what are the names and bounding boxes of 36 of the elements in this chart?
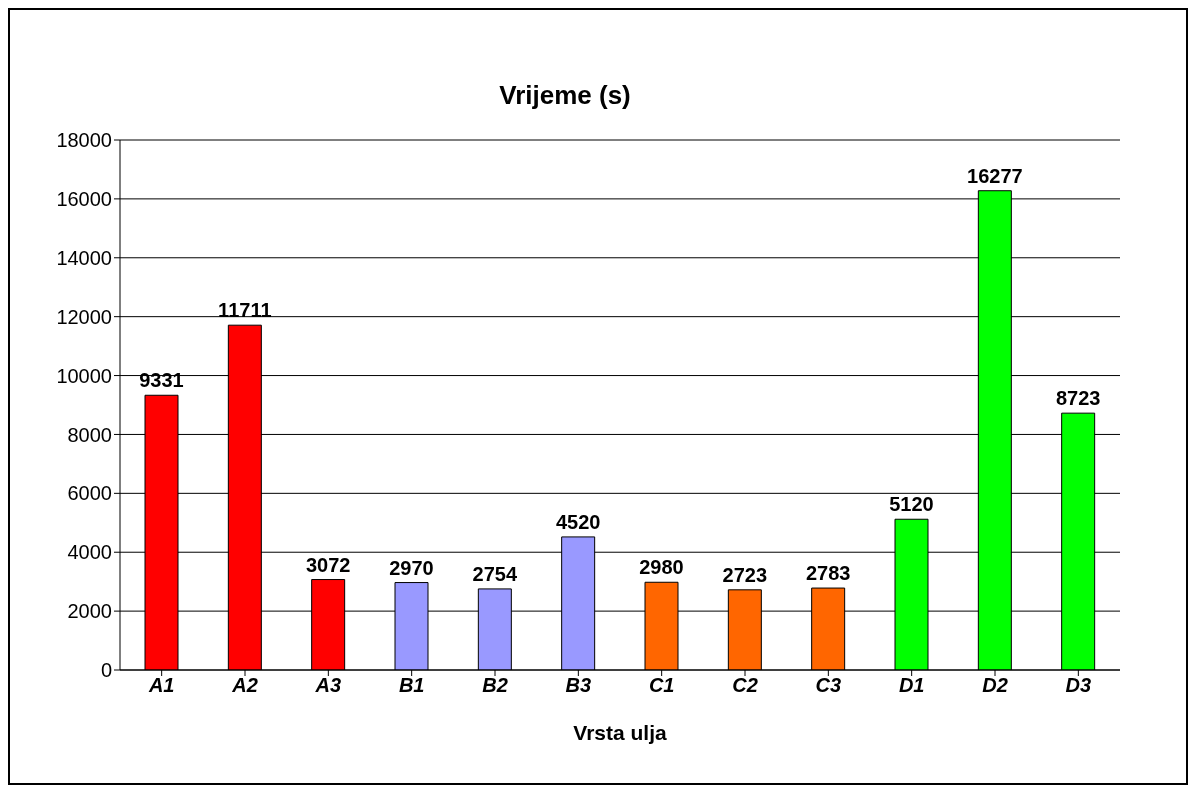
y-tick-label: 0	[100, 659, 112, 682]
data-label: 16277	[967, 164, 1023, 187]
x-axis-title: Vrsta ulja	[573, 721, 668, 744]
x-tick-label: A1	[147, 674, 175, 697]
data-label: 11711	[218, 299, 272, 322]
y-tick-label: 14000	[56, 246, 112, 269]
chart-title: Vrijeme (s)	[498, 80, 632, 111]
x-tick-label: D3	[1065, 674, 1092, 697]
data-label: 2970	[389, 556, 434, 579]
y-tick-label: 4000	[67, 541, 112, 564]
data-label: 4520	[555, 510, 601, 533]
x-tick-label: C3	[815, 674, 842, 697]
data-label: 2783	[805, 562, 851, 585]
x-tick-label: D2	[982, 674, 1008, 697]
data-label: 9331	[139, 369, 184, 392]
y-tick-label: 6000	[67, 482, 112, 505]
y-tick-label: 10000	[56, 364, 112, 387]
y-tick-label: 16000	[56, 187, 112, 210]
data-label: 3072	[305, 553, 351, 576]
x-tick-label: B1	[398, 674, 425, 697]
x-tick-label: D1	[898, 674, 925, 697]
x-tick-label: C1	[648, 674, 675, 697]
data-label: 8723	[1055, 387, 1101, 410]
x-tick-label: B2	[482, 674, 508, 697]
x-tick-label: A2	[231, 674, 258, 697]
x-tick-label: A3	[314, 674, 342, 697]
y-tick-label: 18000	[56, 129, 112, 152]
y-tick-label: 8000	[67, 423, 112, 446]
x-tick-label: B3	[565, 674, 592, 697]
data-label: 2723	[722, 563, 768, 586]
y-tick-label: 12000	[56, 305, 112, 328]
data-label: 2980	[639, 556, 684, 579]
x-tick-label: C2	[732, 674, 758, 697]
y-tick-label: 2000	[67, 600, 112, 623]
data-label: 2754	[472, 562, 518, 585]
data-label: 5120	[889, 493, 934, 516]
